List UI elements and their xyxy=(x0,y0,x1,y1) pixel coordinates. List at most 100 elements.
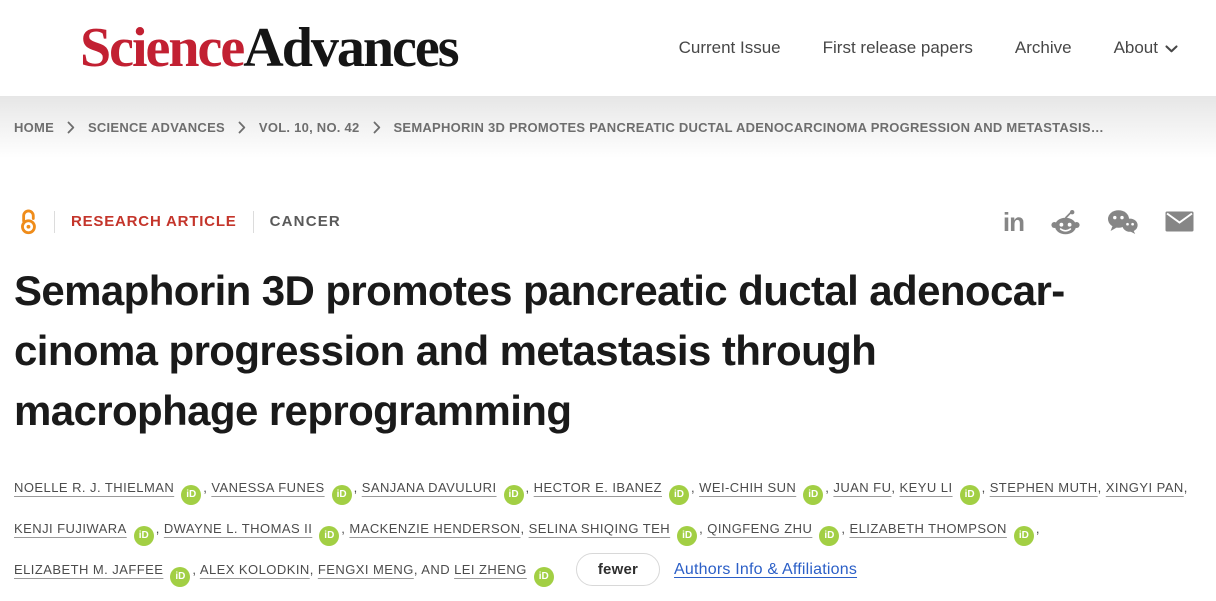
breadcrumb-chevron-icon xyxy=(238,121,246,134)
author-item: SELINA SHIQING TEH iD xyxy=(528,521,700,546)
author-link[interactable]: ELIZABETH M. JAFFEE xyxy=(14,562,164,577)
author-separator: , xyxy=(691,480,700,495)
site-header: ScienceAdvances Current Issue First relea… xyxy=(0,0,1216,96)
breadcrumb-item: SEMAPHORIN 3D PROMOTES PANCREATIC DUCTAL… xyxy=(393,119,1104,135)
author-item: WEI-CHIH SUN iD xyxy=(699,480,825,505)
author-separator: , xyxy=(341,521,350,536)
nav-current-issue[interactable]: Current Issue xyxy=(678,38,781,57)
category-label[interactable]: CANCER xyxy=(269,213,341,230)
orcid-icon[interactable]: iD xyxy=(503,484,524,505)
article-title-line: cinoma progression and metastasis throug… xyxy=(14,327,877,374)
author-item: SANJANA DAVULURI iD xyxy=(361,480,526,505)
author-link[interactable]: JUAN FU xyxy=(833,480,892,495)
breadcrumb-item[interactable]: HOME xyxy=(14,119,54,135)
orcid-icon[interactable]: iD xyxy=(331,484,352,505)
science-advances-logo[interactable]: ScienceAdvances xyxy=(80,17,460,79)
breadcrumb-item[interactable]: SCIENCE ADVANCES xyxy=(88,119,225,135)
author-item: ELIZABETH THOMPSON iD xyxy=(849,521,1035,546)
orcid-icon[interactable]: iD xyxy=(669,484,689,505)
author-item: ELIZABETH M. JAFFEE iD xyxy=(14,562,192,587)
author-separator: , xyxy=(1097,480,1106,495)
orcid-icon[interactable]: iD xyxy=(181,484,202,505)
author-separator: , xyxy=(1183,480,1188,495)
nav-archive[interactable]: Archive xyxy=(1014,38,1072,57)
author-link[interactable]: ALEX KOLODKIN xyxy=(199,562,310,577)
orcid-icon[interactable]: iD xyxy=(803,484,824,505)
author-item: HECTOR E. IBANEZ iD xyxy=(533,480,691,505)
author-link[interactable]: VANESSA FUNES xyxy=(211,480,325,495)
author-item: AND LEI ZHENG iD xyxy=(421,562,556,587)
orcid-icon[interactable]: iD xyxy=(1013,525,1034,546)
author-separator: , xyxy=(891,480,900,495)
author-item: JUAN FU xyxy=(833,480,891,495)
author-separator: , xyxy=(825,480,834,495)
nav-about[interactable]: About xyxy=(1114,38,1178,58)
author-separator: , xyxy=(155,521,164,536)
author-link[interactable]: XINGYI PAN xyxy=(1105,480,1184,495)
author-link[interactable]: ELIZABETH THOMPSON xyxy=(849,521,1007,536)
author-link[interactable]: KENJI FUJIWARA xyxy=(14,521,127,536)
author-item: ALEX KOLODKIN xyxy=(200,562,310,577)
author-item: DWAYNE L. THOMAS II iD xyxy=(163,521,341,546)
orcid-icon[interactable]: iD xyxy=(533,566,554,587)
logo-advances-text: Advances xyxy=(243,17,459,79)
author-separator: , xyxy=(841,521,850,536)
authors-list: NOELLE R. J. THIELMAN iD, VANESSA FUNES iD… xyxy=(14,467,1206,590)
fewer-button[interactable]: fewer xyxy=(575,553,661,587)
orcid-icon[interactable]: iD xyxy=(677,525,698,546)
author-link[interactable]: DWAYNE L. THOMAS II xyxy=(163,521,313,536)
divider xyxy=(54,210,55,233)
author-item: VANESSA FUNES iD xyxy=(211,480,353,505)
author-link[interactable]: QINGFENG ZHU xyxy=(707,521,813,536)
reddit-icon[interactable] xyxy=(1051,209,1080,235)
author-item: KENJI FUJIWARA iD xyxy=(14,521,156,546)
breadcrumb-chevron-icon xyxy=(67,121,75,134)
orcid-icon[interactable]: iD xyxy=(319,525,340,546)
article-title-line: macrophage reprogramming xyxy=(14,387,572,434)
author-link[interactable]: SELINA SHIQING TEH xyxy=(528,521,671,536)
breadcrumb: HOME SCIENCE ADVANCES VOL. 10, NO. 42 SEMAP… xyxy=(0,96,1216,158)
author-link[interactable]: LEI ZHENG xyxy=(454,562,527,577)
article-type-label[interactable]: RESEARCH ARTICLE xyxy=(71,213,237,230)
article-meta-row: RESEARCH ARTICLE CANCER in xyxy=(18,208,1204,235)
author-link[interactable]: MACKENZIE HENDERSON xyxy=(349,521,521,536)
orcid-icon[interactable]: iD xyxy=(959,484,980,505)
author-separator: , xyxy=(353,480,362,495)
author-separator: , xyxy=(309,562,318,577)
authors-info-link[interactable]: Authors Info & Affiliations xyxy=(674,561,858,578)
author-link[interactable]: HECTOR E. IBANEZ xyxy=(533,480,662,495)
author-item: FENGXI MENG xyxy=(318,562,414,577)
author-separator: , xyxy=(192,562,200,577)
nav-first-release-papers[interactable]: First release papers xyxy=(822,38,973,57)
orcid-icon[interactable]: iD xyxy=(170,566,191,587)
author-separator: , xyxy=(413,562,422,577)
author-item: STEPHEN MUTH xyxy=(990,480,1098,495)
orcid-icon[interactable]: iD xyxy=(133,525,154,546)
linkedin-icon[interactable]: in xyxy=(1002,206,1025,237)
share-toolbar: in xyxy=(1003,209,1194,235)
main-nav: Current Issue First release papers Archive… xyxy=(679,38,1178,58)
breadcrumb-chevron-icon xyxy=(373,121,381,134)
author-separator: , xyxy=(520,521,529,536)
breadcrumb-item[interactable]: VOL. 10, NO. 42 xyxy=(258,119,360,135)
divider xyxy=(252,210,254,233)
author-separator: , xyxy=(981,480,990,495)
author-link[interactable]: FENGXI MENG xyxy=(317,562,414,577)
email-icon[interactable] xyxy=(1165,211,1194,232)
author-separator: , xyxy=(525,480,534,495)
chevron-down-icon xyxy=(1165,45,1178,53)
article-title-line: Semaphorin 3D promotes pancreatic ductal… xyxy=(14,267,1065,314)
author-link[interactable]: SANJANA DAVULURI xyxy=(361,480,497,495)
author-link[interactable]: KEYU LI xyxy=(899,480,953,495)
orcid-icon[interactable]: iD xyxy=(819,525,840,546)
author-item: NOELLE R. J. THIELMAN iD xyxy=(14,480,203,505)
article-title: Semaphorin 3D promotes pancreatic ductal… xyxy=(14,261,1202,441)
logo-science-text: Science xyxy=(80,17,245,79)
author-link[interactable]: NOELLE R. J. THIELMAN xyxy=(14,480,175,495)
author-conjunction: AND xyxy=(421,562,455,577)
wechat-icon[interactable] xyxy=(1107,209,1138,235)
author-item: XINGYI PAN xyxy=(1106,480,1184,495)
author-link[interactable]: STEPHEN MUTH xyxy=(989,480,1098,495)
author-separator: , xyxy=(1035,521,1040,536)
author-link[interactable]: WEI-CHIH SUN xyxy=(699,480,797,495)
